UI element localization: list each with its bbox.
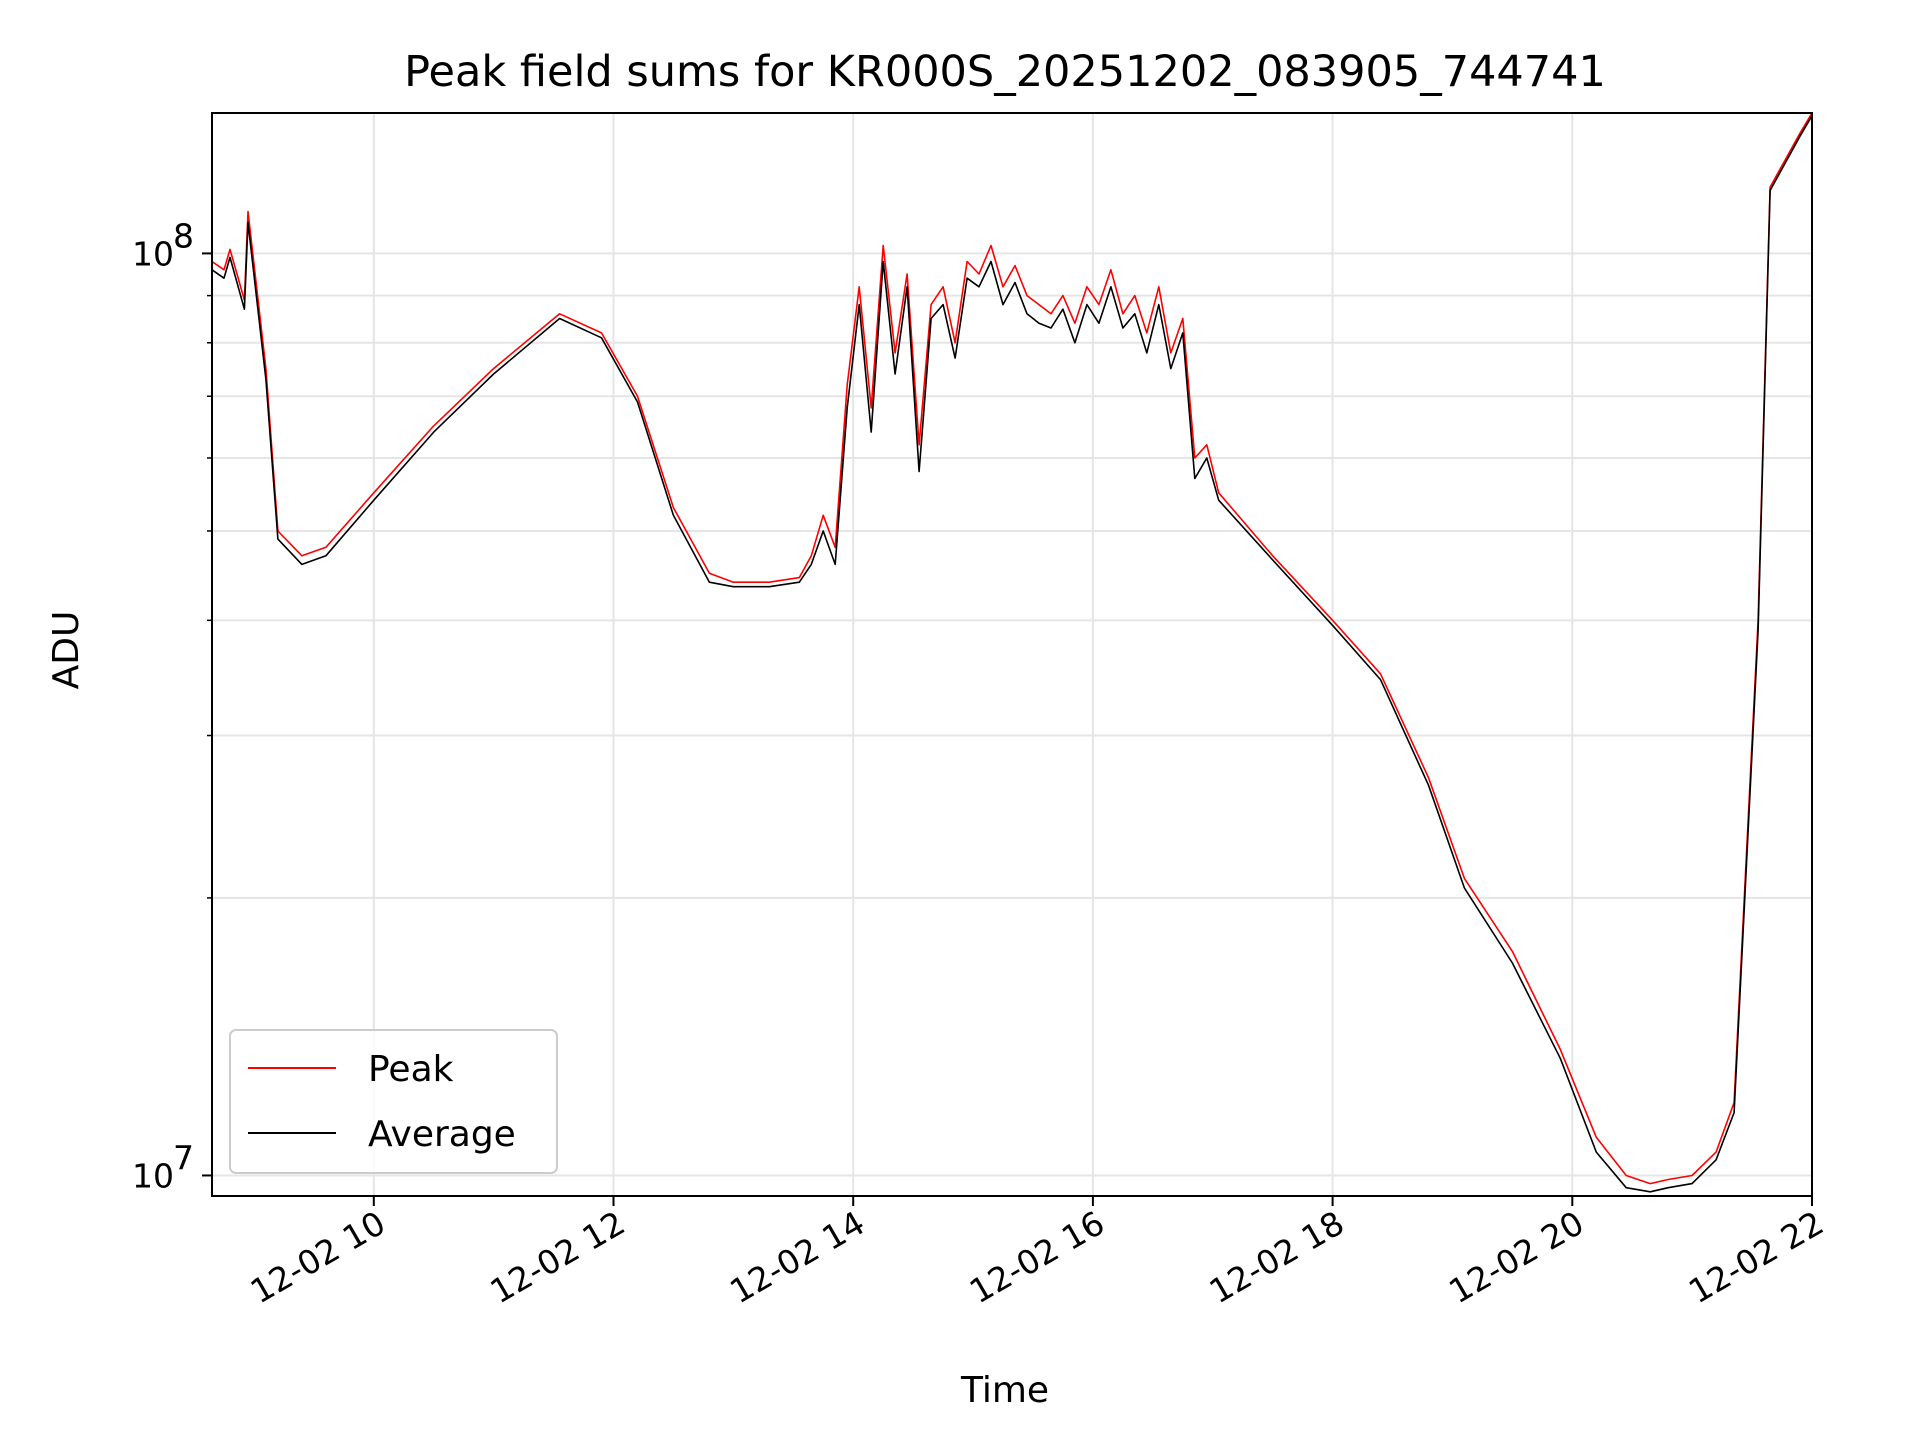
x-axis-label: Time [960, 1370, 1049, 1411]
plot-series [211, 112, 1813, 1193]
y-tick-label-exponent: 8 [173, 216, 194, 255]
legend-label-peak: Peak [368, 1049, 454, 1090]
grid-lines [212, 113, 1813, 1196]
legend-box [229, 1029, 558, 1174]
series-line-peak [211, 112, 1813, 1185]
y-tick-label: 10 [132, 234, 174, 273]
chart-title: Peak field sums for KR000S_20251202_0839… [404, 47, 1606, 97]
legend: Peak Average [229, 1029, 558, 1174]
y-axis-label: ADU [46, 611, 87, 690]
legend-label-average: Average [368, 1114, 516, 1155]
y-tick-label-exponent: 7 [173, 1138, 194, 1177]
series-line-average [211, 115, 1813, 1193]
y-tick-label: 10 [132, 1156, 174, 1195]
plot-frame [211, 112, 1813, 1197]
